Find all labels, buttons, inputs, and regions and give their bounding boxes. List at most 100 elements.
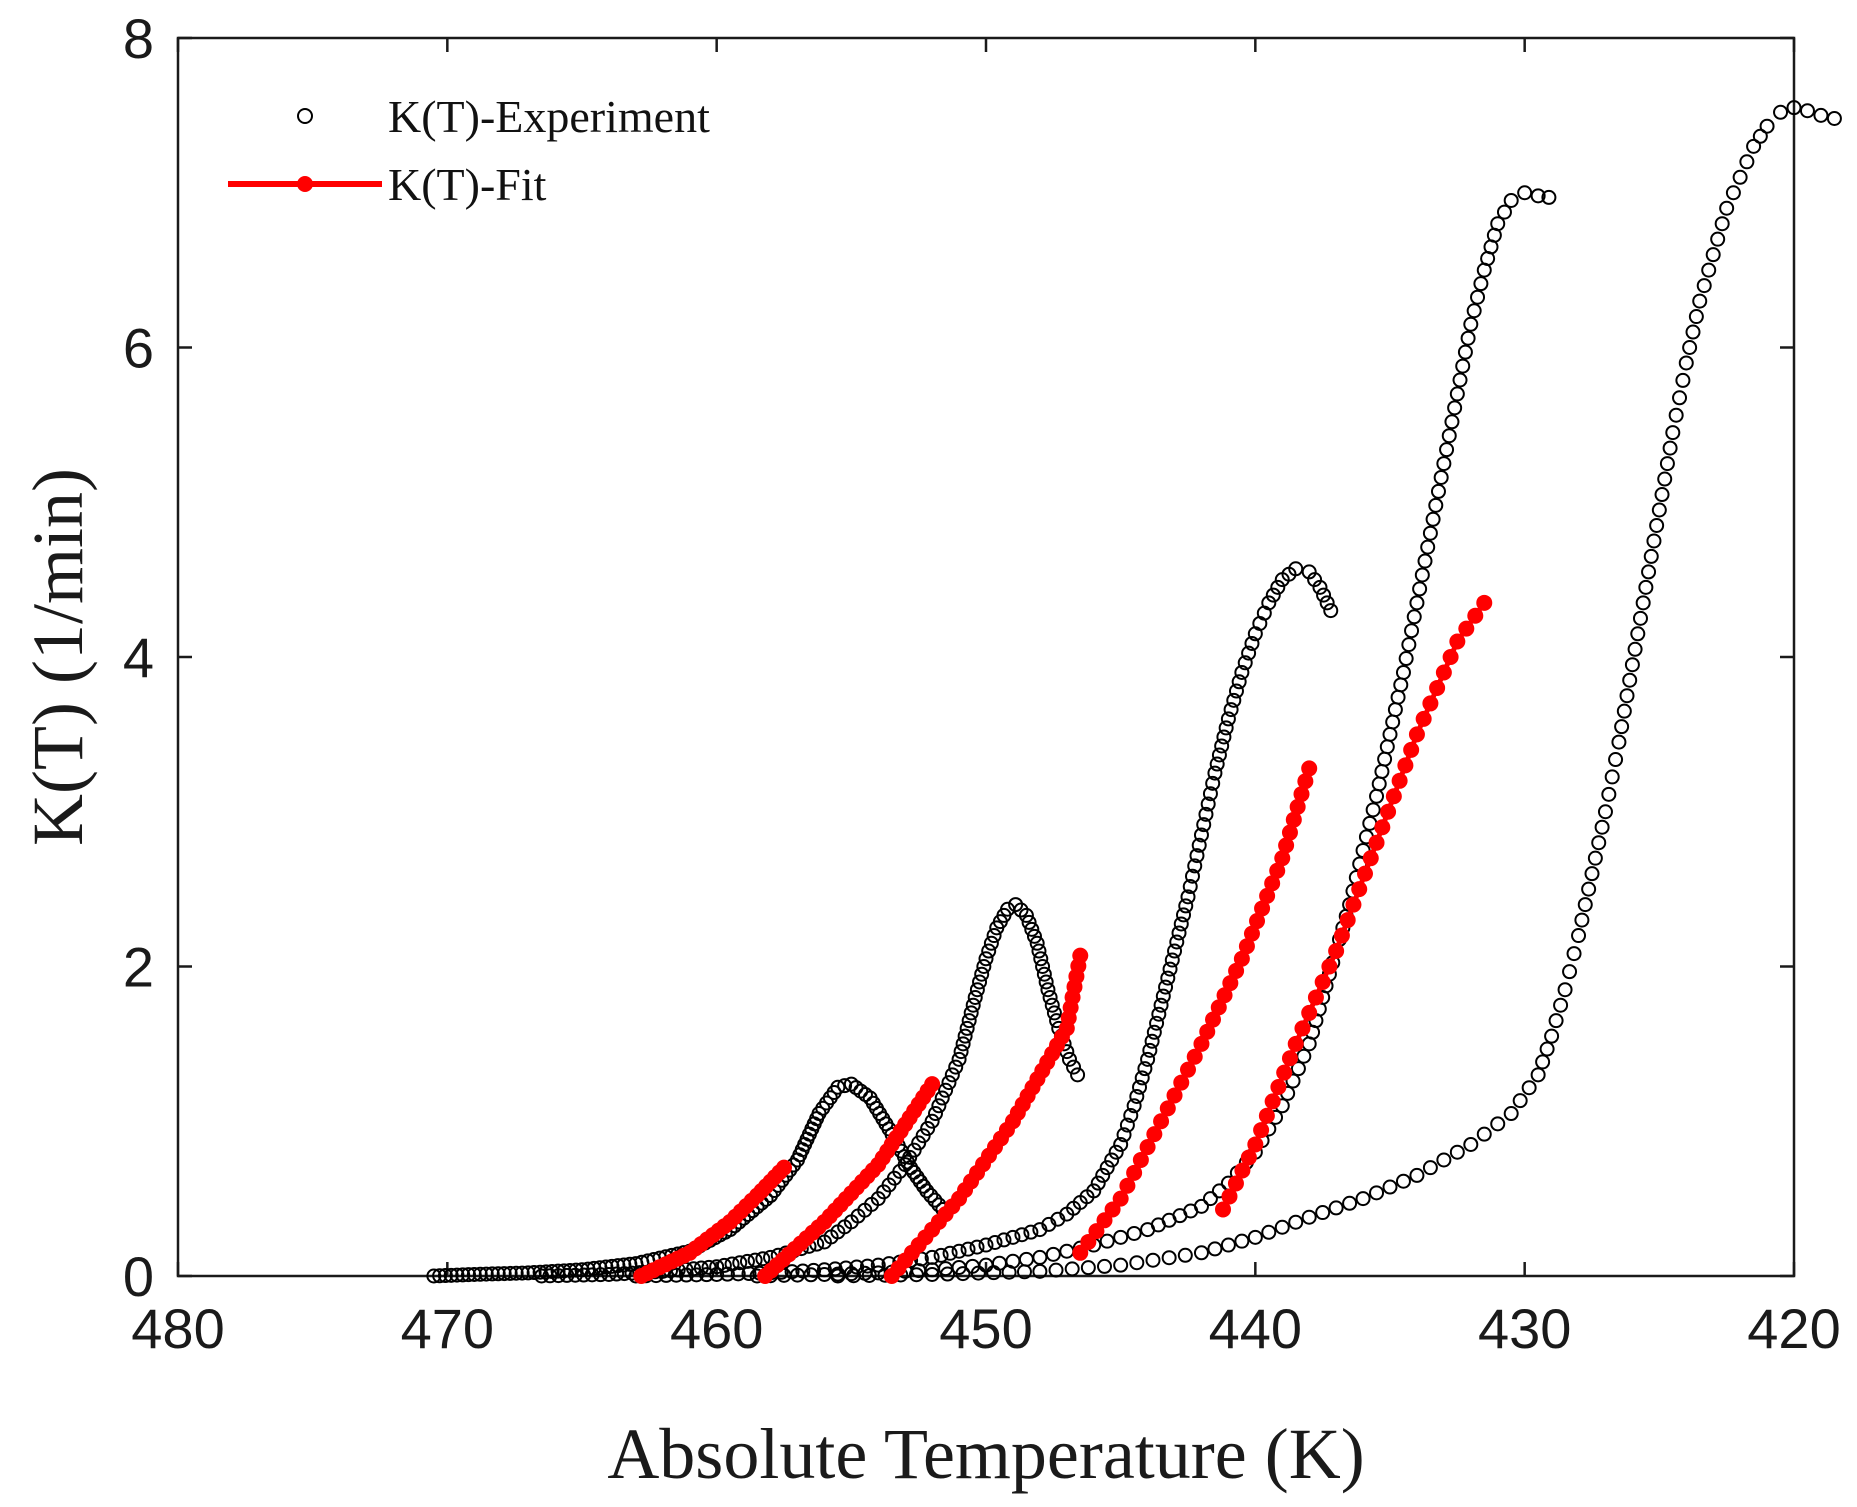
experiment-point xyxy=(953,1044,969,1060)
experiment-point xyxy=(1544,1028,1560,1044)
experiment-point xyxy=(1144,1033,1160,1049)
experiment-point xyxy=(955,1266,971,1282)
experiment-point xyxy=(928,1106,943,1122)
experiment-point xyxy=(1177,1247,1193,1263)
experiment-point xyxy=(1193,827,1209,843)
fit-point xyxy=(1258,1107,1275,1124)
experiment-point xyxy=(1638,579,1654,595)
experiment-point xyxy=(967,989,983,1005)
experiment-point xyxy=(1162,961,1178,977)
experiment-point xyxy=(1668,407,1684,423)
experiment-point xyxy=(1635,595,1651,611)
fit-point xyxy=(1253,1122,1270,1139)
experiment-point xyxy=(1046,1005,1062,1021)
experiment-point xyxy=(1654,487,1670,503)
experiment-point xyxy=(1503,1106,1519,1122)
experiment-point xyxy=(969,982,985,998)
experiment-point xyxy=(1428,497,1444,513)
experiment-point xyxy=(1342,1195,1358,1211)
experiment-point xyxy=(1142,1042,1158,1058)
experiment-point xyxy=(1649,517,1665,533)
experiment-point xyxy=(1048,1262,1064,1278)
experiment-point xyxy=(1184,868,1200,884)
experiment-point xyxy=(1659,456,1675,472)
experiment-point xyxy=(1401,637,1417,653)
experiment-point xyxy=(1604,769,1620,785)
x-tick-label: 420 xyxy=(1747,1297,1840,1360)
experiment-point xyxy=(972,974,988,990)
experiment-point xyxy=(908,1267,924,1283)
experiment-point xyxy=(944,1067,960,1083)
experiment-point xyxy=(1463,316,1479,332)
experiment-point xyxy=(732,1255,748,1271)
y-tick-label: 0 xyxy=(123,1245,154,1308)
experiment-point xyxy=(534,1268,550,1284)
experiment-point xyxy=(1535,1054,1551,1070)
experiment-point xyxy=(1608,752,1624,768)
experiment-point xyxy=(567,1267,583,1283)
fit-point xyxy=(1274,850,1291,867)
fit-point xyxy=(1374,819,1391,836)
experiment-point xyxy=(1029,935,1045,951)
experiment-point xyxy=(1452,372,1468,388)
fit-point xyxy=(1276,1064,1293,1081)
experiment-point xyxy=(1290,1061,1306,1077)
experiment-point xyxy=(927,1192,943,1208)
experiment-point xyxy=(1023,1224,1039,1240)
experiment-point xyxy=(1562,964,1578,980)
experiment-point xyxy=(1216,729,1232,745)
fit-point xyxy=(1153,1113,1170,1130)
experiment-point xyxy=(963,1005,979,1021)
fit-point xyxy=(1356,865,1373,882)
experiment-point xyxy=(1080,1260,1096,1276)
experiment-point xyxy=(1193,1245,1209,1261)
experiment-point xyxy=(1171,925,1187,941)
fit-point xyxy=(1293,786,1310,803)
experiment-point xyxy=(460,1267,476,1283)
experiment-point xyxy=(1228,683,1244,699)
fit-point xyxy=(924,1076,941,1093)
fit-point xyxy=(1249,913,1266,930)
fit-point xyxy=(1333,927,1350,944)
experiment-point xyxy=(1581,881,1597,897)
experiment-point xyxy=(514,1265,530,1281)
experiment-point xyxy=(1270,579,1286,595)
fit-point xyxy=(1238,938,1255,955)
experiment-point xyxy=(1014,1227,1030,1243)
experiment-point xyxy=(1126,1225,1142,1241)
experiment-point xyxy=(550,1268,566,1284)
experiment-point xyxy=(1180,889,1196,905)
experiment-point xyxy=(1688,309,1704,325)
fit-point xyxy=(1380,803,1397,820)
experiment-point xyxy=(1187,858,1203,874)
experiment-point xyxy=(1433,469,1449,485)
experiment-point xyxy=(1214,738,1230,754)
experiment-point xyxy=(1095,1167,1111,1183)
experiment-point xyxy=(1323,603,1339,619)
experiment-point xyxy=(455,1267,471,1283)
experiment-point xyxy=(1211,747,1227,763)
experiment-point xyxy=(747,1252,763,1268)
experiment-point xyxy=(1104,1152,1120,1168)
experiment-point xyxy=(1630,626,1646,642)
experiment-point xyxy=(1675,372,1691,388)
experiment-point xyxy=(1220,1237,1236,1253)
experiment-point xyxy=(951,1243,967,1259)
experiment-point xyxy=(730,1266,746,1282)
experiment-point xyxy=(1651,502,1667,518)
experiment-point xyxy=(1005,1229,1021,1245)
experiment-point xyxy=(1097,1258,1113,1274)
experiment-point xyxy=(1627,641,1643,657)
experiment-point xyxy=(1261,595,1277,611)
experiment-point xyxy=(1601,786,1617,802)
experiment-point xyxy=(1614,719,1630,735)
experiment-point xyxy=(859,1258,875,1274)
legend-fit-marker xyxy=(297,176,313,192)
fit-point xyxy=(1278,837,1295,854)
experiment-point xyxy=(1129,1255,1145,1271)
fit-point xyxy=(1233,950,1250,967)
experiment-point xyxy=(1517,185,1533,201)
experiment-point xyxy=(1164,952,1180,968)
experiment-point xyxy=(1503,192,1519,208)
